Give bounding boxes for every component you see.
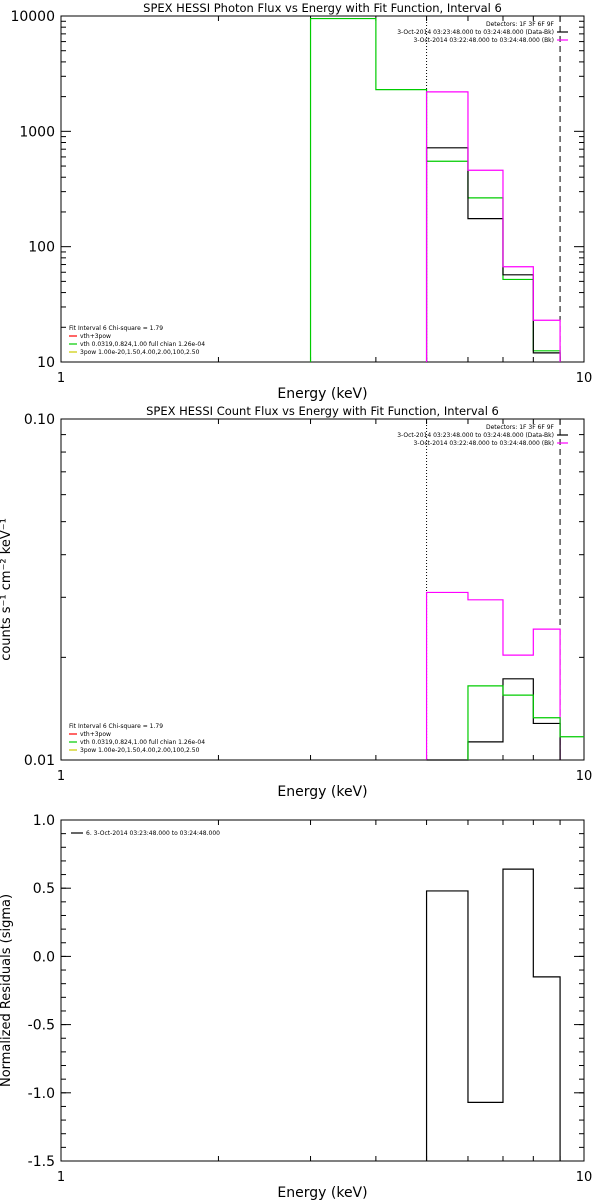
plot-frame xyxy=(60,418,585,761)
histogram-series xyxy=(425,91,561,362)
legend-entry: 3pow 1.00e-20,1.50,4.00,2.00,100,2.50 xyxy=(80,747,200,754)
plot-frame xyxy=(60,15,585,363)
legend-entry: 3-Oct-2014 03:22:48.000 to 03:24:48.000 … xyxy=(414,37,555,44)
histogram-series xyxy=(467,685,584,760)
y-tick-label: -1.5 xyxy=(28,1154,55,1170)
y-tick-label: 1000 xyxy=(19,124,55,140)
legend-entry: Fit Interval 6 Chi-square = 1.79 xyxy=(69,723,163,730)
y-tick-label: 100 xyxy=(28,240,55,256)
legend-entry: 6. 3-Oct-2014 03:23:48.000 to 03:24:48.0… xyxy=(86,830,220,837)
y-tick-label: 10000 xyxy=(10,9,55,25)
chart-title: SPEX HESSI Photon Flux vs Energy with Fi… xyxy=(143,1,502,15)
x-axis-label: Energy (keV) xyxy=(277,1185,367,1200)
legend-entry: Detectors: 1F 3F 6F 9F xyxy=(486,424,555,431)
legend-entry: vth+3pow xyxy=(80,333,111,340)
legend-entry: vth 0.0319,0.824,1.00 full chian 1.26e-0… xyxy=(80,739,205,746)
y-tick-label: 0.01 xyxy=(24,753,55,769)
y-tick-label: 0.5 xyxy=(33,881,55,897)
x-axis-label: Energy (keV) xyxy=(277,784,367,800)
histogram-series xyxy=(425,147,561,362)
legend-entry: Detectors: 1F 3F 6F 9F xyxy=(486,21,555,28)
y-tick-label: -1.0 xyxy=(28,1086,55,1102)
legend-entry: 3-Oct-2014 03:23:48.000 to 03:24:48.000 … xyxy=(397,432,554,439)
x-tick-label: 1 xyxy=(57,371,65,386)
y-axis-label: counts s⁻¹ cm⁻² keV⁻¹ xyxy=(0,518,14,661)
y-tick-label: 10 xyxy=(37,355,55,371)
chart-title: SPEX HESSI Count Flux vs Energy with Fit… xyxy=(146,404,499,418)
x-tick-label: 10 xyxy=(576,371,593,386)
x-tick-label: 10 xyxy=(576,769,593,784)
y-tick-label: 0.0 xyxy=(33,949,55,965)
chart-panel-2: SPEX HESSI Count Flux vs Energy with Fit… xyxy=(0,404,592,800)
y-tick-label: 0.10 xyxy=(24,412,55,428)
x-tick-label: 1 xyxy=(57,1170,65,1185)
y-axis-label: Normalized Residuals (sigma) xyxy=(0,894,14,1087)
legend-entry: 3-Oct-2014 03:22:48.000 to 03:24:48.000 … xyxy=(414,440,555,447)
histogram-series xyxy=(425,868,561,1161)
legend-entry: Fit Interval 6 Chi-square = 1.79 xyxy=(69,325,163,332)
x-tick-label: 1 xyxy=(57,769,65,784)
chart-panel-1: SPEX HESSI Photon Flux vs Energy with Fi… xyxy=(10,1,592,402)
chart-panel-3: 1 10 -1.5 -1.0 -0.5 0.0 0.5 1.0 Energy (keV) Norm… xyxy=(0,813,592,1200)
y-tick-label: -0.5 xyxy=(28,1018,55,1034)
x-tick-label: 10 xyxy=(576,1170,593,1185)
legend-entry: 3-Oct-2014 03:23:48.000 to 03:24:48.000 … xyxy=(397,29,554,36)
x-axis-label: Energy (keV) xyxy=(277,386,367,402)
histogram-series xyxy=(425,591,561,760)
legend-entry: vth 0.0319,0.824,1.00 full chian 1.26e-0… xyxy=(80,341,205,348)
plot-frame xyxy=(60,819,585,1162)
legend-entry: vth+3pow xyxy=(80,731,111,738)
histogram-series xyxy=(426,678,561,761)
histogram-series xyxy=(309,17,561,362)
y-tick-label: 1.0 xyxy=(33,813,55,829)
legend-entry: 3pow 1.00e-20,1.50,4.00,2.00,100,2.50 xyxy=(80,349,200,356)
